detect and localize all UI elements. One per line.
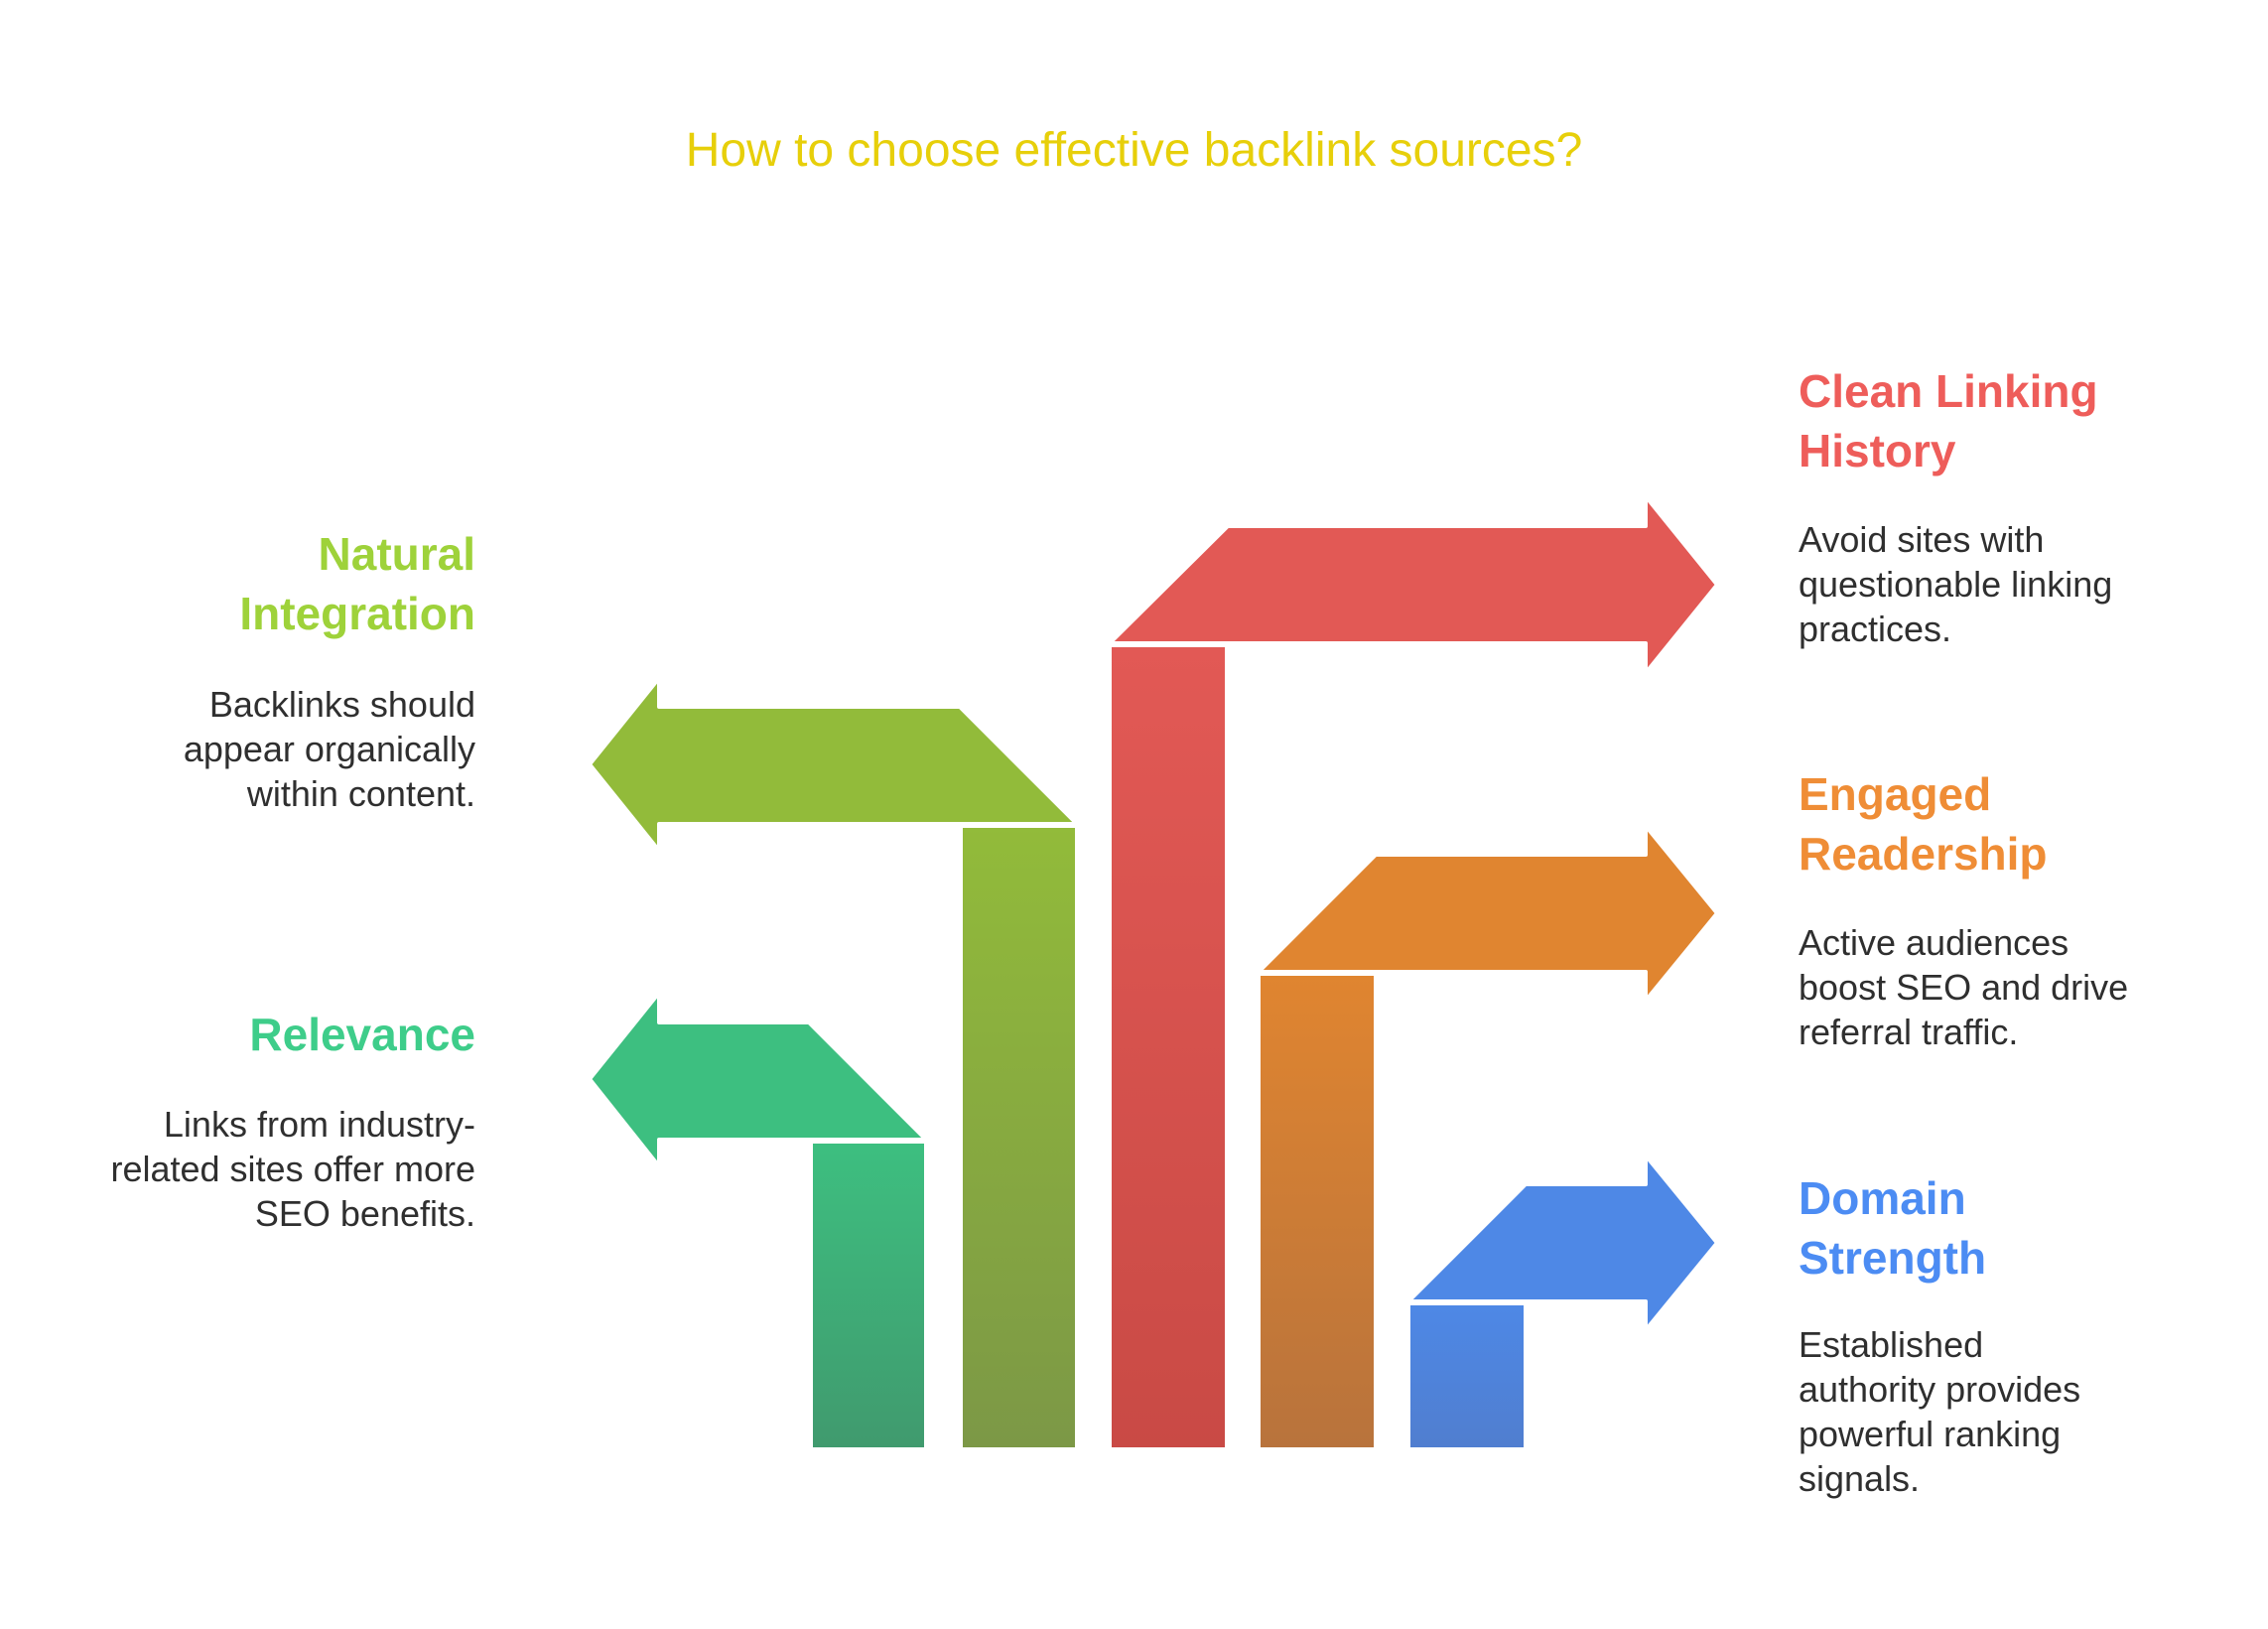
engaged-readership-arrow [1257,824,1719,1451]
engaged-readership-arrow-head [1257,824,1719,1003]
engaged-readership-arrow-stem [1257,972,1378,1451]
domain-strength-heading: Domain Strength [1799,1172,1987,1284]
natural-integration-arrow-stem [959,824,1079,1451]
natural-integration-heading: Natural Integration [239,528,475,639]
domain-strength-description: Established authority provides powerful … [1799,1324,2081,1499]
diagram-title: How to choose effective backlink sources… [685,124,1583,177]
clean-linking-history-heading: Clean Linking History [1799,365,2098,476]
relevance-description: Links from industry-related sites offer … [110,1104,475,1234]
clean-linking-history-arrow [1108,494,1719,1451]
domain-strength-arrow-head [1406,1154,1719,1332]
engaged-readership-description: Active audiences boost SEO and drive ref… [1799,922,2129,1052]
domain-strength-arrow [1406,1154,1719,1451]
clean-linking-history-arrow-stem [1108,643,1229,1451]
relevance-arrow-stem [809,1140,928,1451]
natural-integration-arrow [588,676,1079,1451]
relevance-heading: Relevance [249,1009,475,1060]
clean-linking-history-description: Avoid sites with questionable linking pr… [1799,519,2113,649]
clean-linking-history-arrow-head [1108,494,1719,675]
engaged-readership-heading: Engaged Readership [1799,768,2048,880]
relevance-arrow [588,991,928,1451]
relevance-arrow-head [588,991,928,1168]
natural-integration-description: Backlinks should appear organically with… [183,684,475,814]
natural-integration-arrow-head [588,676,1079,853]
domain-strength-arrow-stem [1406,1301,1528,1451]
